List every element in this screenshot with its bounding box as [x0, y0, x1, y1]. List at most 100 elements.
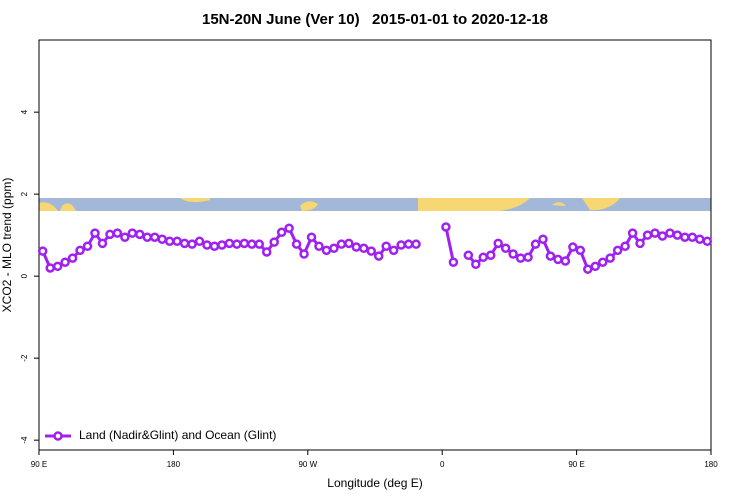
data-point: [359, 243, 369, 254]
data-point: [538, 234, 548, 245]
data-point: [344, 238, 354, 249]
data-point: [568, 242, 578, 252]
data-point: [627, 228, 638, 238]
x-tick-label: 180: [704, 460, 718, 469]
data-point: [239, 238, 250, 249]
data-point: [635, 238, 645, 249]
data-point: [45, 263, 55, 273]
data-point: [590, 261, 601, 272]
data-point: [702, 236, 713, 247]
data-point: [149, 232, 160, 242]
data-point: [142, 232, 153, 242]
data-point: [500, 243, 511, 254]
data-point: [612, 245, 623, 256]
data-point: [254, 239, 265, 249]
data-point: [463, 250, 474, 260]
data-point: [97, 238, 108, 249]
data-point: [209, 241, 220, 251]
data-point: [471, 259, 481, 270]
data-point: [224, 238, 235, 249]
data-point: [276, 227, 287, 238]
data-point: [112, 228, 123, 238]
data-point: [306, 232, 317, 242]
data-point: [508, 249, 518, 259]
x-axis-label: Longitude (deg E): [327, 476, 422, 490]
data-point: [657, 231, 668, 241]
data-point: [321, 245, 332, 256]
data-point: [381, 241, 391, 251]
data-point: [105, 229, 115, 240]
data-point: [597, 257, 608, 267]
data-point: [583, 264, 593, 274]
data-point: [232, 239, 242, 249]
data-point: [665, 228, 675, 238]
data-point: [52, 261, 63, 272]
data-point: [366, 246, 377, 256]
data-point: [187, 239, 197, 249]
data-point: [605, 253, 615, 263]
data-point: [411, 239, 421, 249]
data-point: [157, 234, 167, 245]
data-point: [642, 230, 653, 240]
data-point: [553, 254, 563, 265]
data-point: [620, 241, 630, 251]
data-point: [261, 247, 272, 257]
data-point: [135, 229, 145, 240]
data-point: [575, 245, 586, 256]
y-tick-label: 2: [20, 191, 29, 196]
data-point: [441, 222, 451, 232]
x-tick-label: 90 E: [568, 460, 584, 469]
data-point: [194, 236, 205, 247]
y-tick-label: -4: [20, 436, 29, 444]
plot-frame: [38, 39, 712, 451]
legend-label: Land (Nadir&Glint) and Ocean (Glint): [79, 428, 276, 442]
data-point: [560, 256, 571, 266]
data-point: [403, 239, 414, 249]
data-point: [351, 242, 362, 252]
data-point: [179, 238, 190, 249]
data-point: [336, 239, 347, 249]
data-point: [515, 253, 526, 263]
data-point: [284, 223, 294, 233]
data-point: [329, 243, 339, 254]
data-point: [75, 245, 85, 256]
data-point: [172, 236, 182, 247]
data-point: [82, 241, 93, 251]
data-point: [269, 237, 279, 247]
land-ocean-strip: [39, 198, 711, 211]
data-point: [650, 228, 660, 238]
data-point: [202, 240, 212, 250]
data-point: [545, 251, 556, 261]
x-tick-label: 90 E: [31, 460, 47, 469]
data-point: [493, 238, 503, 249]
data-point: [695, 234, 705, 245]
data-point: [396, 240, 406, 250]
data-point: [680, 232, 690, 242]
data-point: [373, 251, 384, 261]
legend-marker: [53, 431, 63, 441]
data-point: [388, 245, 399, 256]
y-axis-label: XCO2 - MLO trend (ppm): [0, 178, 14, 313]
data-point: [217, 240, 227, 250]
data-point: [672, 230, 683, 240]
x-tick-label: 90 W: [298, 460, 317, 469]
data-point: [247, 239, 257, 249]
x-tick-label: 180: [167, 460, 181, 469]
data-point: [127, 228, 138, 238]
data-point: [291, 239, 302, 249]
y-tick-label: 4: [20, 109, 29, 114]
data-point: [164, 236, 175, 247]
chart-title: 15N-20N June (Ver 10) 2015-01-01 to 2020…: [202, 11, 548, 28]
data-point: [314, 241, 324, 251]
data-point: [67, 253, 78, 263]
data-point: [120, 232, 130, 242]
y-tick-label: 0: [20, 273, 29, 278]
data-point: [478, 252, 489, 263]
y-tick-label: -2: [20, 354, 29, 362]
x-tick-label: 0: [440, 460, 445, 469]
data-point: [60, 257, 70, 267]
data-point: [37, 246, 48, 256]
data-point: [485, 250, 496, 260]
data-point: [90, 228, 100, 238]
